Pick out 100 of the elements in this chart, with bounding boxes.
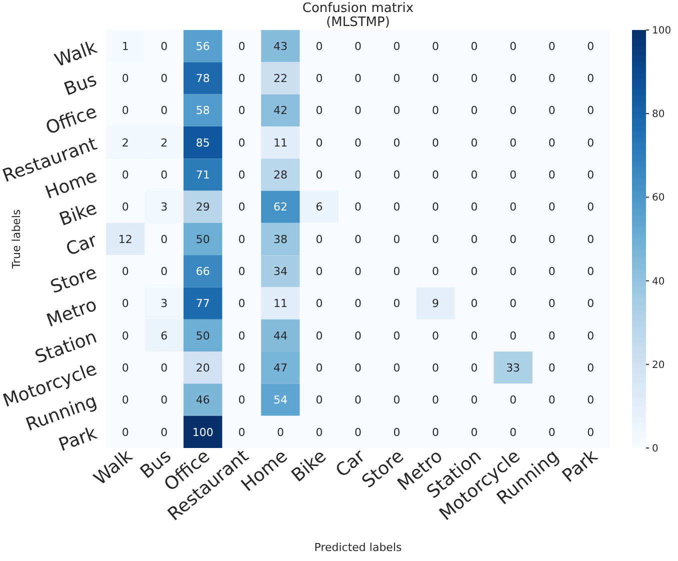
data-label: 0: [548, 361, 556, 374]
data-label: 0: [354, 426, 362, 439]
data-label: 0: [470, 361, 478, 374]
data-label: 0: [316, 104, 323, 118]
data-label: 66: [196, 265, 210, 278]
data-label: 58: [196, 104, 210, 118]
data-label: 2: [160, 136, 168, 150]
data-label: 0: [510, 297, 517, 310]
data-label: 0: [354, 104, 362, 118]
data-label: 0: [122, 200, 129, 214]
data-label: 0: [470, 329, 478, 342]
data-label: 38: [273, 232, 288, 246]
data-label: 0: [238, 297, 246, 310]
data-label: 0: [432, 265, 440, 278]
data-label: 0: [316, 72, 323, 86]
data-label: 0: [470, 394, 478, 407]
data-label: 0: [587, 136, 594, 150]
data-label: 0: [432, 200, 440, 214]
x-tick-label: Bike: [288, 446, 330, 486]
data-label: 28: [273, 168, 288, 182]
data-label: 0: [393, 361, 400, 374]
data-label: 11: [273, 136, 288, 150]
data-label: 0: [510, 232, 517, 246]
data-label: 0: [160, 426, 168, 439]
data-label: 0: [122, 329, 129, 342]
color-bar-label: 80: [652, 109, 665, 120]
data-label: 0: [548, 72, 556, 86]
data-label: 0: [510, 265, 517, 278]
data-label: 0: [510, 168, 517, 182]
data-label: 0: [587, 200, 594, 214]
data-label: 0: [354, 200, 362, 214]
data-label: 0: [432, 232, 440, 246]
data-label: 0: [470, 168, 478, 182]
data-label: 0: [548, 104, 556, 118]
data-label: 42: [273, 104, 288, 118]
data-label: 0: [354, 136, 362, 150]
data-label: 43: [273, 40, 288, 53]
data-label: 34: [273, 265, 288, 278]
data-label: 11: [273, 297, 288, 310]
color-bar-label: 0: [652, 444, 658, 454]
data-label: 0: [393, 104, 400, 118]
data-label: 0: [160, 394, 168, 407]
data-label: 0: [548, 329, 556, 342]
y-tick-label: Bike: [56, 198, 100, 231]
data-label: 0: [160, 72, 168, 86]
data-label: 0: [160, 361, 168, 374]
data-label: 0: [354, 394, 362, 407]
data-label: 0: [238, 426, 246, 439]
chart-title: Confusion matrix: [302, 1, 414, 16]
data-label: 0: [548, 394, 556, 407]
data-label: 0: [393, 168, 400, 182]
data-label: 0: [122, 72, 129, 86]
data-label: 0: [122, 361, 129, 374]
data-label: 0: [587, 104, 594, 118]
data-label: 0: [122, 265, 129, 278]
data-label: 0: [316, 40, 323, 53]
data-label: 0: [160, 232, 168, 246]
data-label: 0: [548, 265, 556, 278]
data-label: 3: [160, 200, 168, 214]
data-label: 9: [432, 297, 440, 310]
color-bar-label: 60: [652, 192, 665, 204]
data-label: 0: [510, 40, 517, 53]
data-label: 0: [432, 104, 440, 118]
data-label: 0: [238, 104, 246, 118]
data-label: 0: [122, 394, 129, 407]
data-label: 0: [470, 232, 478, 246]
data-label: 6: [316, 200, 323, 214]
data-label: 0: [354, 232, 362, 246]
data-label: 0: [548, 136, 556, 150]
x-axis-title: Predicted labels: [314, 541, 402, 554]
data-label: 0: [470, 104, 478, 118]
data-label: 0: [160, 40, 168, 53]
data-label: 0: [354, 265, 362, 278]
data-label: 0: [470, 200, 478, 214]
y-tick-label: Walk: [52, 36, 100, 72]
data-label: 0: [393, 426, 400, 439]
data-label: 0: [122, 168, 129, 182]
data-label: 77: [196, 297, 210, 310]
data-label: 0: [393, 329, 400, 342]
data-label: 0: [548, 200, 556, 214]
data-label: 0: [354, 40, 362, 53]
data-label: 0: [393, 72, 400, 86]
data-label: 54: [273, 394, 288, 407]
data-label: 2: [122, 136, 129, 150]
data-label: 0: [510, 104, 517, 118]
data-label: 0: [587, 265, 594, 278]
y-tick-label: Office: [43, 101, 100, 140]
data-label: 0: [316, 265, 323, 278]
data-label: 0: [587, 40, 594, 53]
data-label: 0: [393, 297, 400, 310]
data-label: 0: [587, 168, 594, 182]
data-label: 44: [273, 329, 288, 342]
data-label: 0: [510, 200, 517, 214]
color-bar-label: 20: [652, 360, 665, 371]
data-label: 71: [196, 168, 210, 182]
data-label: 0: [587, 297, 594, 310]
data-label: 0: [316, 168, 323, 182]
data-label: 0: [548, 426, 556, 439]
data-label: 0: [432, 168, 440, 182]
y-axis-title: True labels: [10, 209, 23, 270]
